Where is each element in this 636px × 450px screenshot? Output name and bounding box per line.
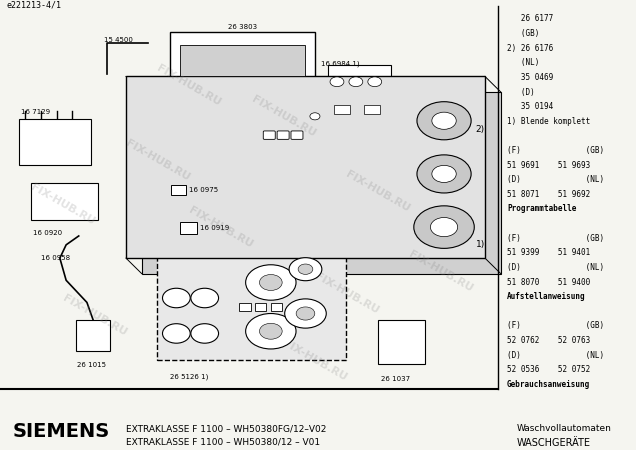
Text: (F)              (GB): (F) (GB)	[507, 321, 604, 330]
Text: e221213-4/1: e221213-4/1	[6, 1, 61, 10]
Text: 51 8071    51 9692: 51 8071 51 9692	[507, 190, 590, 199]
Circle shape	[245, 314, 296, 349]
FancyBboxPatch shape	[263, 131, 275, 140]
Text: 26 1015: 26 1015	[78, 362, 106, 368]
Text: FIX-HUB.RU: FIX-HUB.RU	[407, 249, 474, 294]
Circle shape	[259, 274, 282, 290]
Text: 16 0919: 16 0919	[200, 225, 229, 231]
Text: FIX-HUB.RU: FIX-HUB.RU	[250, 94, 317, 139]
Circle shape	[432, 165, 456, 183]
Circle shape	[431, 217, 458, 237]
FancyBboxPatch shape	[76, 320, 110, 351]
FancyBboxPatch shape	[239, 303, 251, 311]
Text: 16 0920: 16 0920	[33, 230, 62, 236]
Text: FIX-HUB.RU: FIX-HUB.RU	[344, 169, 411, 214]
FancyBboxPatch shape	[364, 105, 380, 114]
Polygon shape	[126, 76, 485, 258]
Text: 35 0469: 35 0469	[507, 73, 553, 82]
Text: 16 0958: 16 0958	[41, 255, 70, 261]
Circle shape	[349, 77, 363, 87]
Text: 26 1037: 26 1037	[381, 376, 410, 382]
Text: (GB): (GB)	[507, 29, 539, 38]
Circle shape	[259, 323, 282, 339]
FancyBboxPatch shape	[255, 303, 266, 311]
Text: (D): (D)	[507, 87, 535, 96]
Circle shape	[289, 258, 322, 281]
Circle shape	[191, 324, 219, 343]
Circle shape	[296, 307, 315, 320]
Text: Gebrauchsanweisung: Gebrauchsanweisung	[507, 380, 590, 389]
FancyBboxPatch shape	[179, 222, 197, 234]
FancyBboxPatch shape	[334, 105, 350, 114]
Text: FIX-HUB.RU: FIX-HUB.RU	[155, 63, 223, 108]
Circle shape	[285, 299, 326, 328]
FancyBboxPatch shape	[158, 232, 347, 360]
Text: (D)              (NL): (D) (NL)	[507, 175, 604, 184]
Text: FIX-HUB.RU: FIX-HUB.RU	[281, 338, 349, 382]
FancyBboxPatch shape	[277, 131, 289, 140]
Text: 2) 26 6176: 2) 26 6176	[507, 44, 553, 53]
Text: Aufstellanweisung: Aufstellanweisung	[507, 292, 586, 301]
FancyBboxPatch shape	[271, 303, 282, 311]
Text: EXTRAKLASSE F 1100 – WH50380FG/12–V02: EXTRAKLASSE F 1100 – WH50380FG/12–V02	[126, 424, 326, 433]
Text: SIEMENS: SIEMENS	[13, 422, 110, 441]
Circle shape	[417, 155, 471, 193]
Text: 1) Blende komplett: 1) Blende komplett	[507, 117, 590, 126]
Circle shape	[432, 112, 456, 129]
Text: 52 0536    52 0752: 52 0536 52 0752	[507, 365, 590, 374]
Text: 26 5126 1): 26 5126 1)	[170, 374, 209, 380]
FancyBboxPatch shape	[171, 185, 186, 195]
Text: FIX-HUB.RU: FIX-HUB.RU	[186, 205, 254, 249]
Text: 35 0194: 35 0194	[507, 102, 553, 111]
Text: 16 7129: 16 7129	[21, 109, 50, 115]
Text: (D)              (NL): (D) (NL)	[507, 263, 604, 272]
Circle shape	[414, 206, 474, 248]
Text: 26 6177: 26 6177	[507, 14, 553, 23]
Circle shape	[368, 77, 382, 87]
Text: 52 0762    52 0763: 52 0762 52 0763	[507, 336, 590, 345]
FancyBboxPatch shape	[291, 131, 303, 140]
Text: 26 3803: 26 3803	[228, 24, 257, 30]
Circle shape	[191, 288, 219, 308]
Circle shape	[310, 113, 320, 120]
Text: (F)              (GB): (F) (GB)	[507, 234, 604, 243]
FancyBboxPatch shape	[32, 183, 98, 220]
Text: Programmtabelle: Programmtabelle	[507, 204, 576, 213]
Text: FIX-HUB.RU: FIX-HUB.RU	[123, 138, 191, 183]
Circle shape	[163, 288, 190, 308]
Circle shape	[298, 264, 313, 274]
Polygon shape	[142, 92, 501, 274]
Text: FIX-HUB.RU: FIX-HUB.RU	[29, 183, 97, 227]
Text: (NL): (NL)	[507, 58, 539, 67]
Text: 15 4500: 15 4500	[104, 36, 133, 43]
Circle shape	[245, 265, 296, 300]
FancyBboxPatch shape	[328, 65, 391, 105]
Text: EXTRAKLASSE F 1100 – WH50380/12 – V01: EXTRAKLASSE F 1100 – WH50380/12 – V01	[126, 437, 320, 446]
Text: 51 8070    51 9400: 51 8070 51 9400	[507, 278, 590, 287]
Circle shape	[330, 77, 344, 87]
FancyBboxPatch shape	[378, 320, 425, 364]
Text: (D)              (NL): (D) (NL)	[507, 351, 604, 360]
FancyBboxPatch shape	[19, 118, 92, 165]
Text: 2): 2)	[476, 125, 485, 134]
Text: 1): 1)	[476, 240, 485, 249]
Text: 51 9691    51 9693: 51 9691 51 9693	[507, 161, 590, 170]
Text: Waschvollautomaten: Waschvollautomaten	[516, 424, 611, 433]
FancyBboxPatch shape	[170, 32, 315, 108]
Circle shape	[417, 102, 471, 140]
Circle shape	[163, 324, 190, 343]
Text: (F)              (GB): (F) (GB)	[507, 146, 604, 155]
Text: 51 9399    51 9401: 51 9399 51 9401	[507, 248, 590, 257]
Text: FIX-HUB.RU: FIX-HUB.RU	[60, 293, 128, 338]
Text: FIX-HUB.RU: FIX-HUB.RU	[313, 271, 380, 316]
Text: WASCHGERÄTE: WASCHGERÄTE	[516, 437, 590, 448]
FancyBboxPatch shape	[179, 45, 305, 76]
Text: 16 6984 1): 16 6984 1)	[321, 61, 360, 68]
Text: 16 0975: 16 0975	[189, 187, 218, 193]
